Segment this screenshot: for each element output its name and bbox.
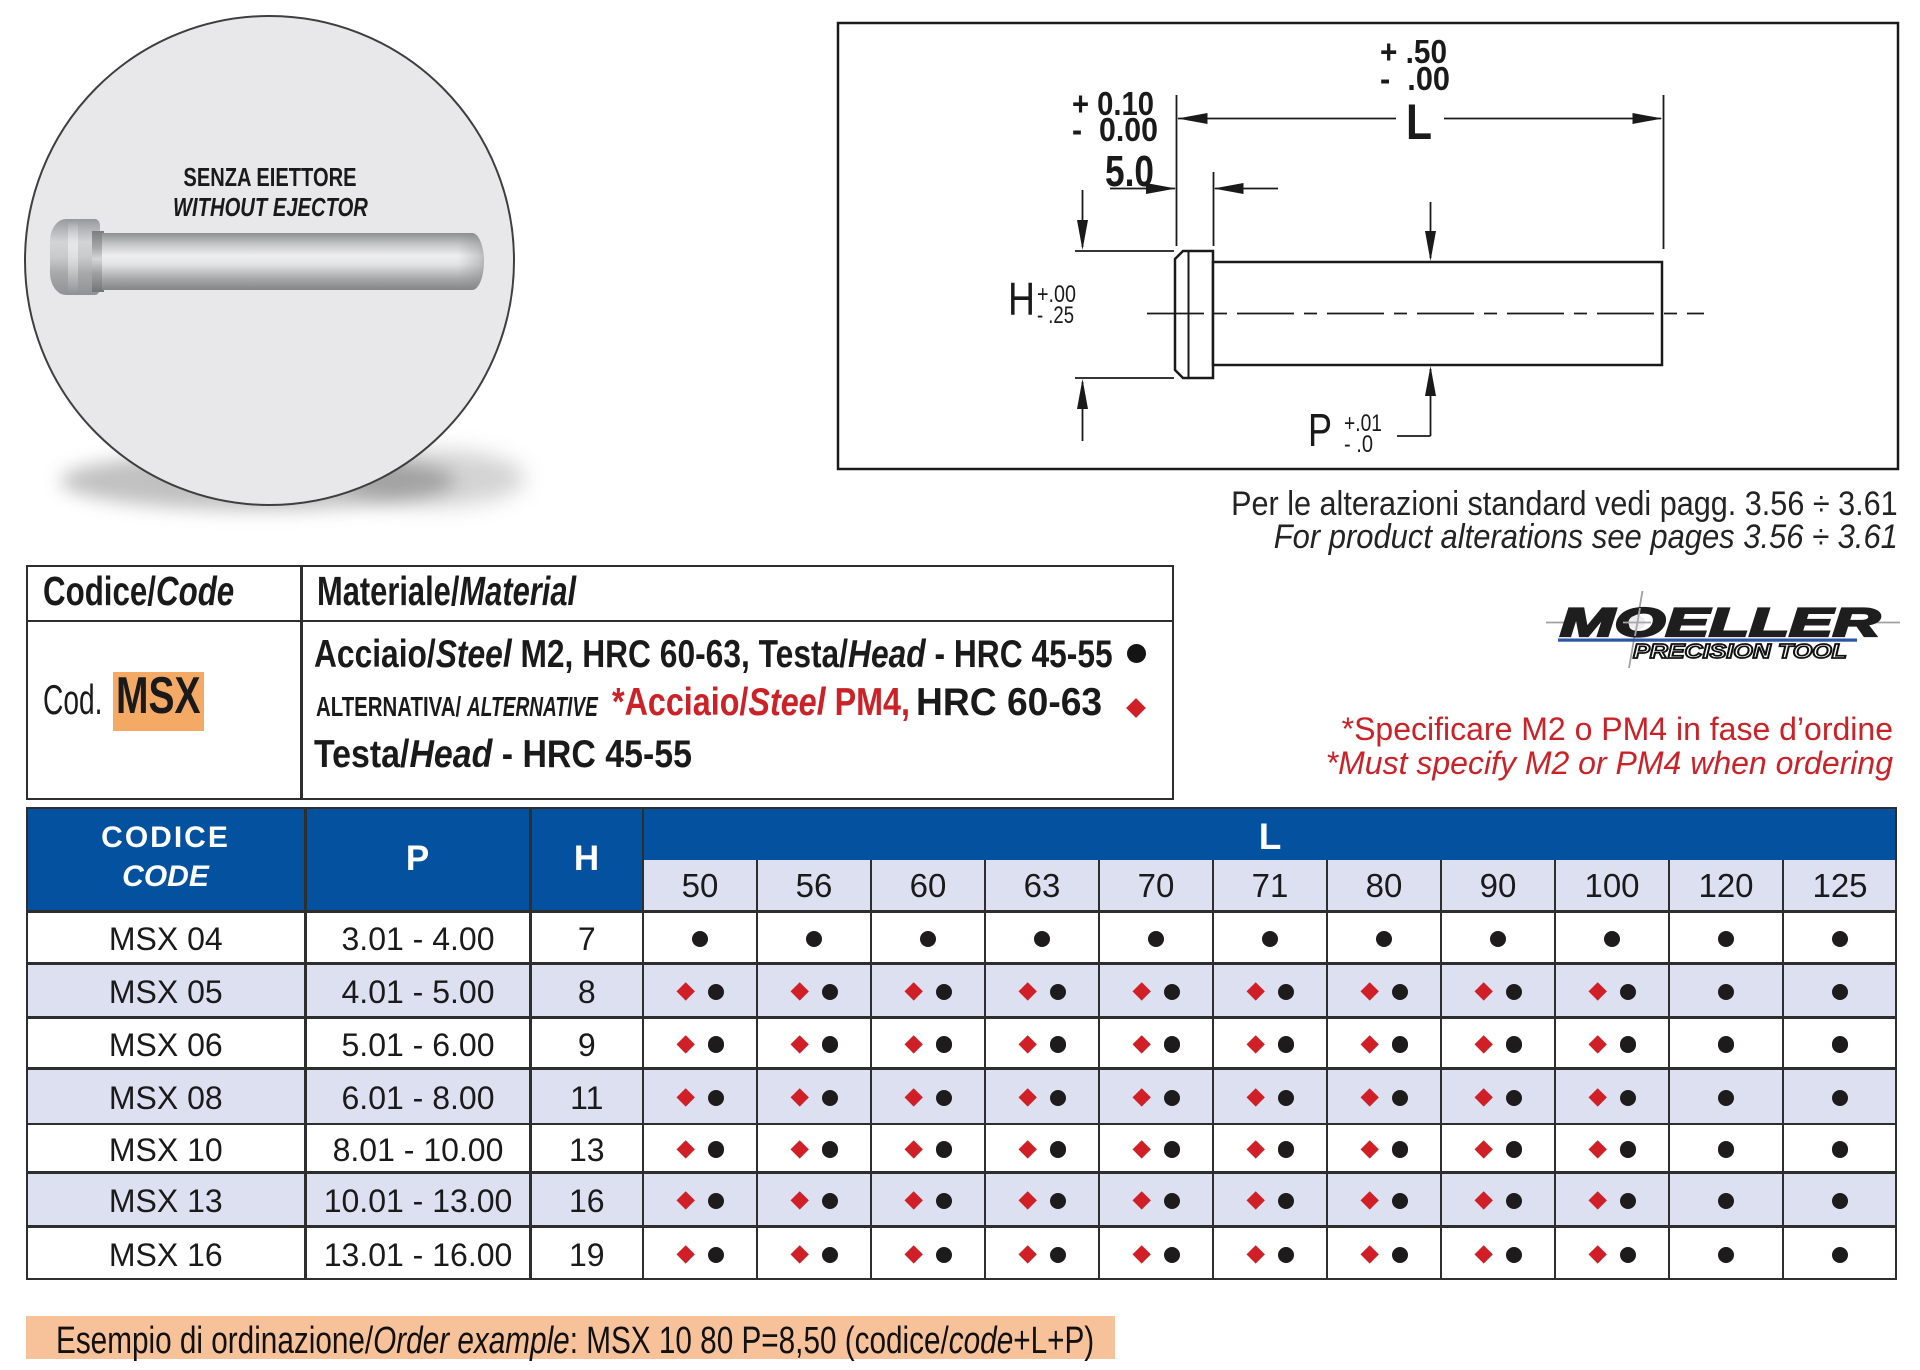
svg-text:PRECISION TOOL: PRECISION TOOL [1633,641,1847,663]
svg-text:P: P [1308,404,1332,456]
svg-text:+ 0.10: + 0.10 [1072,85,1154,122]
svg-text:- .00: - .00 [1380,60,1450,97]
svg-text:+.01: +.01 [1344,410,1382,437]
svg-text:+.00: +.00 [1037,281,1076,308]
svg-text:H: H [1008,273,1035,325]
svg-text:- 0.00: - 0.00 [1072,111,1158,148]
svg-text:5.0: 5.0 [1105,147,1154,196]
svg-text:+ .50: + .50 [1380,33,1447,70]
svg-text:MOELLER: MOELLER [1560,601,1880,645]
svg-text:- .0: - .0 [1344,431,1373,458]
svg-text:L: L [1406,94,1432,150]
svg-text:- .25: - .25 [1037,302,1074,329]
